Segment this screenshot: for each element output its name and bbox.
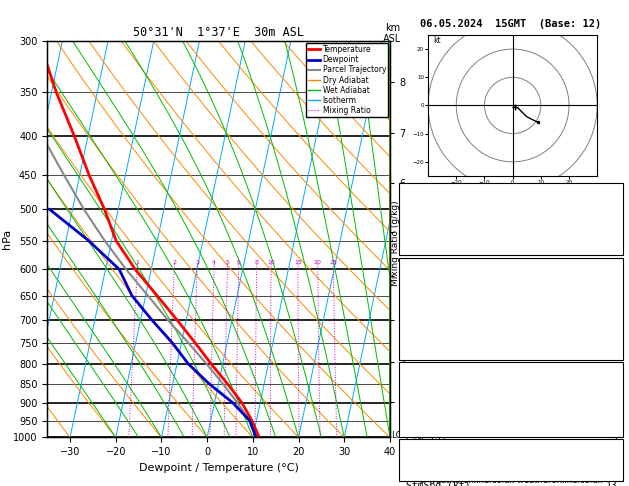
Text: 06.05.2024  15GMT  (Base: 12): 06.05.2024 15GMT (Base: 12) xyxy=(420,19,601,30)
Text: 2: 2 xyxy=(612,350,618,360)
Text: 2.09: 2.09 xyxy=(594,239,618,249)
Text: 8: 8 xyxy=(255,260,259,265)
Text: Totals Totals: Totals Totals xyxy=(406,217,482,227)
Text: StmSpd (kt): StmSpd (kt) xyxy=(406,481,470,486)
Text: kt: kt xyxy=(434,36,442,46)
Text: K: K xyxy=(406,194,411,205)
Text: Lifted Index: Lifted Index xyxy=(406,321,476,331)
Text: PW (cm): PW (cm) xyxy=(406,239,447,249)
Text: 1: 1 xyxy=(136,260,140,265)
Text: Dewp (°C): Dewp (°C) xyxy=(406,292,459,302)
Text: 53: 53 xyxy=(606,464,618,474)
Text: © weatheronline.co.uk weatheronline.co.uk: © weatheronline.co.uk weatheronline.co.u… xyxy=(418,475,603,485)
Text: Mixing Ratio (g/kg): Mixing Ratio (g/kg) xyxy=(391,200,399,286)
Text: 13: 13 xyxy=(606,422,618,433)
Text: 2: 2 xyxy=(612,321,618,331)
Text: CIN (J): CIN (J) xyxy=(406,350,447,360)
Text: Most Unstable: Most Unstable xyxy=(473,369,549,380)
Text: ASL: ASL xyxy=(383,34,402,44)
Text: 204°: 204° xyxy=(594,472,618,483)
Text: 6: 6 xyxy=(237,260,241,265)
Text: 2: 2 xyxy=(612,409,618,419)
Text: LCL: LCL xyxy=(391,431,406,440)
Text: 25: 25 xyxy=(330,260,337,265)
Text: 13: 13 xyxy=(606,481,618,486)
Text: -3: -3 xyxy=(606,455,618,465)
Text: 2: 2 xyxy=(612,436,618,446)
Legend: Temperature, Dewpoint, Parcel Trajectory, Dry Adiabat, Wet Adiabat, Isotherm, Mi: Temperature, Dewpoint, Parcel Trajectory… xyxy=(306,43,389,117)
Text: CAPE (J): CAPE (J) xyxy=(406,422,453,433)
Text: CIN (J): CIN (J) xyxy=(406,436,447,446)
Text: StmDir: StmDir xyxy=(406,472,441,483)
Y-axis label: hPa: hPa xyxy=(1,229,11,249)
Text: 3: 3 xyxy=(196,260,199,265)
Text: EH: EH xyxy=(406,455,418,465)
Text: 4: 4 xyxy=(212,260,216,265)
Text: Temp (°C): Temp (°C) xyxy=(406,277,459,287)
Text: Surface: Surface xyxy=(491,265,532,275)
Text: 1004: 1004 xyxy=(594,382,618,392)
Text: 51: 51 xyxy=(606,217,618,227)
Text: Hodograph: Hodograph xyxy=(484,445,538,455)
Text: SREH: SREH xyxy=(406,464,429,474)
Text: 15: 15 xyxy=(294,260,302,265)
Text: CAPE (J): CAPE (J) xyxy=(406,335,453,346)
Text: 10.7: 10.7 xyxy=(594,292,618,302)
Text: 20: 20 xyxy=(314,260,321,265)
Title: 50°31'N  1°37'E  30m ASL: 50°31'N 1°37'E 30m ASL xyxy=(133,26,304,39)
X-axis label: Dewpoint / Temperature (°C): Dewpoint / Temperature (°C) xyxy=(138,463,299,473)
Text: Pressure (mb): Pressure (mb) xyxy=(406,382,482,392)
Text: 28: 28 xyxy=(606,194,618,205)
Text: 13: 13 xyxy=(606,335,618,346)
Text: θₑ (K): θₑ (K) xyxy=(406,395,441,405)
Text: 306: 306 xyxy=(600,395,618,405)
Text: Lifted Index: Lifted Index xyxy=(406,409,476,419)
Text: 11.4: 11.4 xyxy=(594,277,618,287)
Text: θₑ(K): θₑ(K) xyxy=(406,306,435,316)
Text: 306: 306 xyxy=(600,306,618,316)
Text: km: km xyxy=(385,22,400,33)
Text: 5: 5 xyxy=(226,260,230,265)
Text: 2: 2 xyxy=(172,260,177,265)
Text: 10: 10 xyxy=(267,260,275,265)
